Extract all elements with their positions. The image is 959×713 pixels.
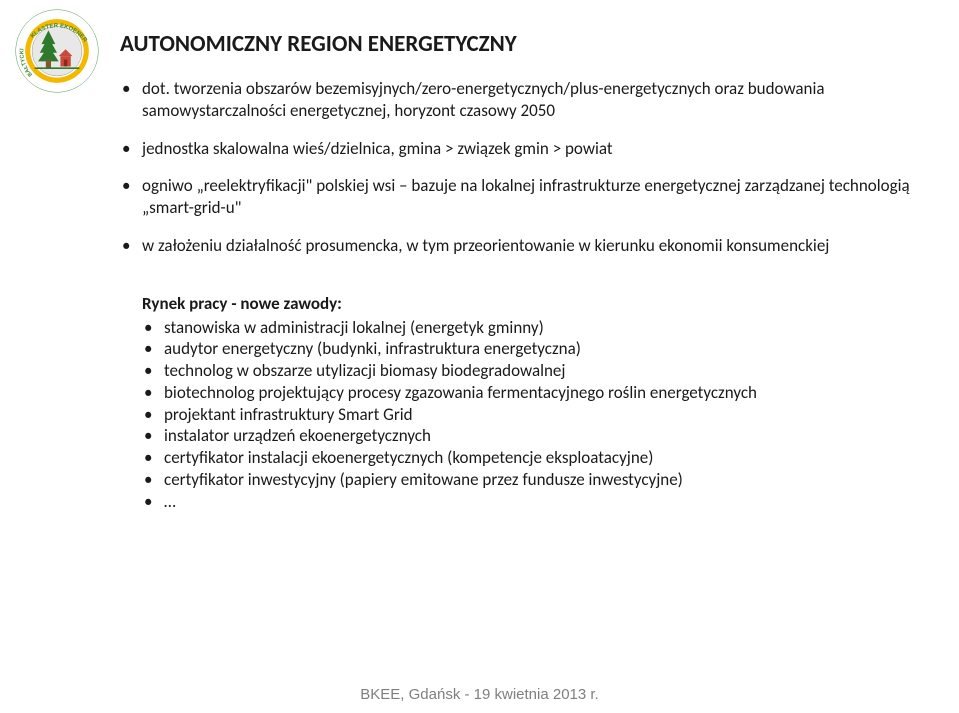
section-rynek-pracy: Rynek pracy - nowe zawody: stanowiska w … bbox=[120, 293, 914, 513]
inner-bullet-item: biotechnolog projektujący procesy zgazow… bbox=[142, 382, 914, 404]
section-title: Rynek pracy - nowe zawody: bbox=[142, 293, 914, 314]
inner-bullet-item: projektant infrastruktury Smart Grid bbox=[142, 404, 914, 426]
slide-content: AUTONOMICZNY REGION ENERGETYCZNY dot. tw… bbox=[120, 30, 914, 512]
inner-bullet-item: stanowiska w administracji lokalnej (ene… bbox=[142, 317, 914, 339]
bullet-item: jednostka skalowalna wieś/dzielnica, gmi… bbox=[120, 138, 914, 160]
inner-bullet-list: stanowiska w administracji lokalnej (ene… bbox=[142, 317, 914, 513]
inner-bullet-item: audytor energetyczny (budynki, infrastru… bbox=[142, 338, 914, 360]
inner-bullet-item: technolog w obszarze utylizacji biomasy … bbox=[142, 360, 914, 382]
inner-bullet-item: certyfikator inwestycyjny (papiery emito… bbox=[142, 469, 914, 491]
slide-footer: BKEE, Gdańsk - 19 kwietnia 2013 r. bbox=[0, 686, 959, 703]
cluster-logo: KLASTER EKOENERGETYCZNY BAŁTYCKI bbox=[14, 8, 100, 94]
inner-bullet-item: … bbox=[142, 491, 914, 513]
bullet-item: ogniwo „reelektryfikacji" polskiej wsi –… bbox=[120, 175, 914, 219]
slide-title: AUTONOMICZNY REGION ENERGETYCZNY bbox=[120, 30, 914, 58]
main-bullet-list: dot. tworzenia obszarów bezemisyjnych/ze… bbox=[120, 78, 914, 257]
bullet-item: w założeniu działalność prosumencka, w t… bbox=[120, 235, 914, 257]
inner-bullet-item: certyfikator instalacji ekoenergetycznyc… bbox=[142, 447, 914, 469]
bullet-item: dot. tworzenia obszarów bezemisyjnych/ze… bbox=[120, 78, 914, 122]
inner-bullet-item: instalator urządzeń ekoenergetycznych bbox=[142, 425, 914, 447]
